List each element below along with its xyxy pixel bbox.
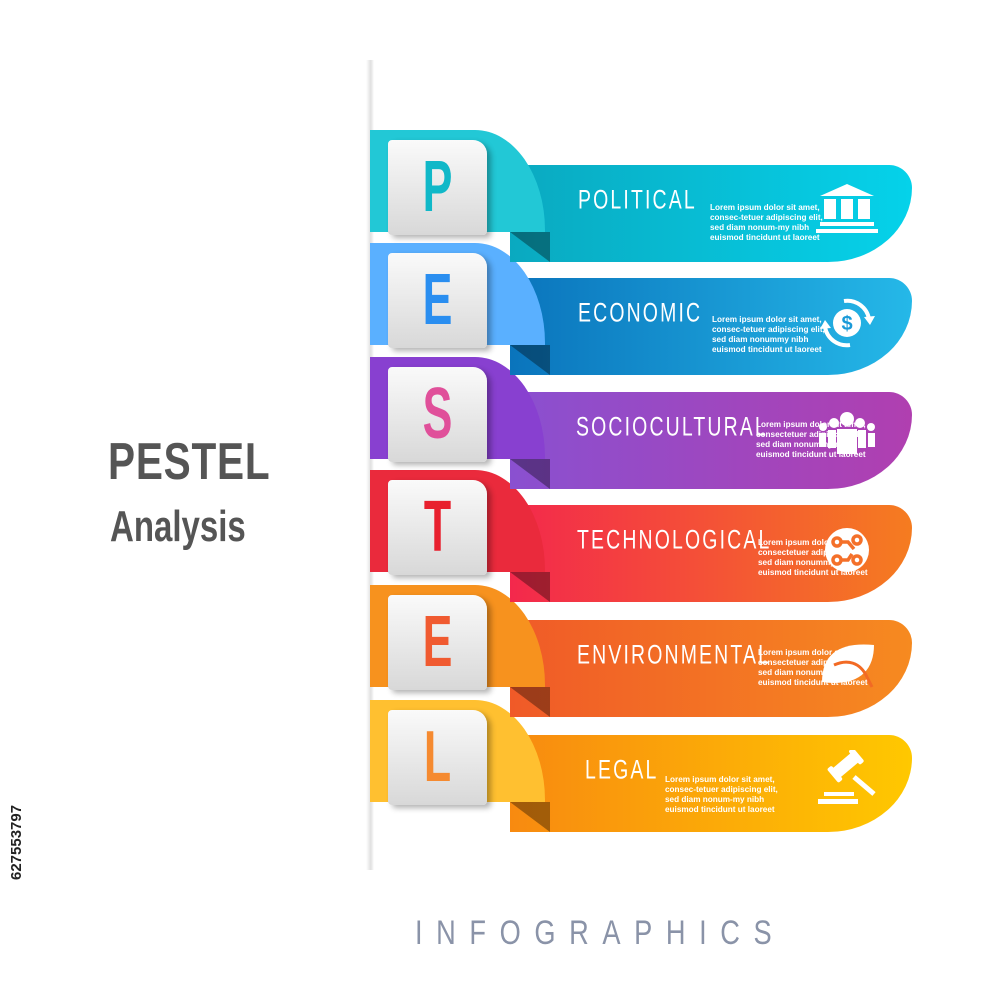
pestel-letter: E xyxy=(422,602,453,682)
ribbon-fold xyxy=(510,459,550,489)
stock-id-watermark: 627553797 xyxy=(8,804,25,880)
ribbon-fold xyxy=(510,572,550,602)
category-description: Lorem ipsum dolor sit amet, consec-tetue… xyxy=(712,315,825,354)
category-description: Lorem ipsum dolor sit amet, consectetuer… xyxy=(758,538,869,577)
svg-text:$: $ xyxy=(841,313,852,335)
pestel-letter: P xyxy=(422,147,453,227)
category-description: Lorem ipsum dolor sit amet, consec-tetue… xyxy=(665,775,778,814)
pestel-row-economic: E ECONOMIC Lorem ipsum dolor sit amet, c… xyxy=(0,243,1000,375)
letter-card: E xyxy=(388,253,487,348)
ribbon-fold xyxy=(510,232,550,262)
pestel-letter: E xyxy=(422,260,453,340)
leaf-icon xyxy=(822,644,874,688)
pestel-row-sociocultural: S SOCIOCULTURAL Lorem ipsum dolor sit am… xyxy=(0,357,1000,489)
category-label: ENVIRONMENTAL xyxy=(577,639,772,670)
category-label: SOCIOCULTURAL xyxy=(576,411,768,442)
letter-card: E xyxy=(388,595,487,690)
category-description: Lorem ipsum dolor sit amet, consec-tetue… xyxy=(710,203,823,242)
pestel-row-environmental: E ENVIRONMENTAL Lorem ipsum dolor sit am… xyxy=(0,585,1000,717)
page-title: PESTEL xyxy=(108,433,271,491)
letter-card: T xyxy=(388,480,487,575)
letter-card: P xyxy=(388,140,487,235)
category-label: TECHNOLOGICAL xyxy=(577,524,772,555)
people-group-icon xyxy=(819,412,875,454)
letter-card: S xyxy=(388,367,487,462)
category-label: POLITICAL xyxy=(578,184,697,215)
letter-card: L xyxy=(388,710,487,805)
category-label: ECONOMIC xyxy=(578,297,703,328)
pestel-letter: T xyxy=(423,487,452,567)
dollar-exchange-icon: $ xyxy=(820,298,875,348)
vertical-divider-shadow xyxy=(366,60,374,870)
circuit-icon xyxy=(825,528,869,572)
pestel-letter: S xyxy=(422,374,453,454)
gavel-icon xyxy=(818,750,876,804)
pestel-row-political: P POLITICAL Lorem ipsum dolor sit amet, … xyxy=(0,130,1000,262)
category-label: LEGAL xyxy=(585,754,659,785)
footer-caption: INFOGRAPHICS xyxy=(415,914,786,952)
category-band xyxy=(510,735,912,832)
ribbon-fold xyxy=(510,687,550,717)
pestel-row-legal: L LEGAL Lorem ipsum dolor sit amet, cons… xyxy=(0,700,1000,832)
page-subtitle: Analysis xyxy=(110,502,246,551)
category-description: Lorem ipsum dolor sit amet, consectetuer… xyxy=(758,648,869,687)
pestel-letter: L xyxy=(423,717,452,797)
ribbon-fold xyxy=(510,345,550,375)
ribbon-fold xyxy=(510,802,550,832)
pestel-row-technological: T TECHNOLOGICAL Lorem ipsum dolor sit am… xyxy=(0,470,1000,602)
government-building-icon xyxy=(816,184,878,233)
category-description: Lorem ipsum dolor sit amet, consectetuer… xyxy=(756,420,867,459)
